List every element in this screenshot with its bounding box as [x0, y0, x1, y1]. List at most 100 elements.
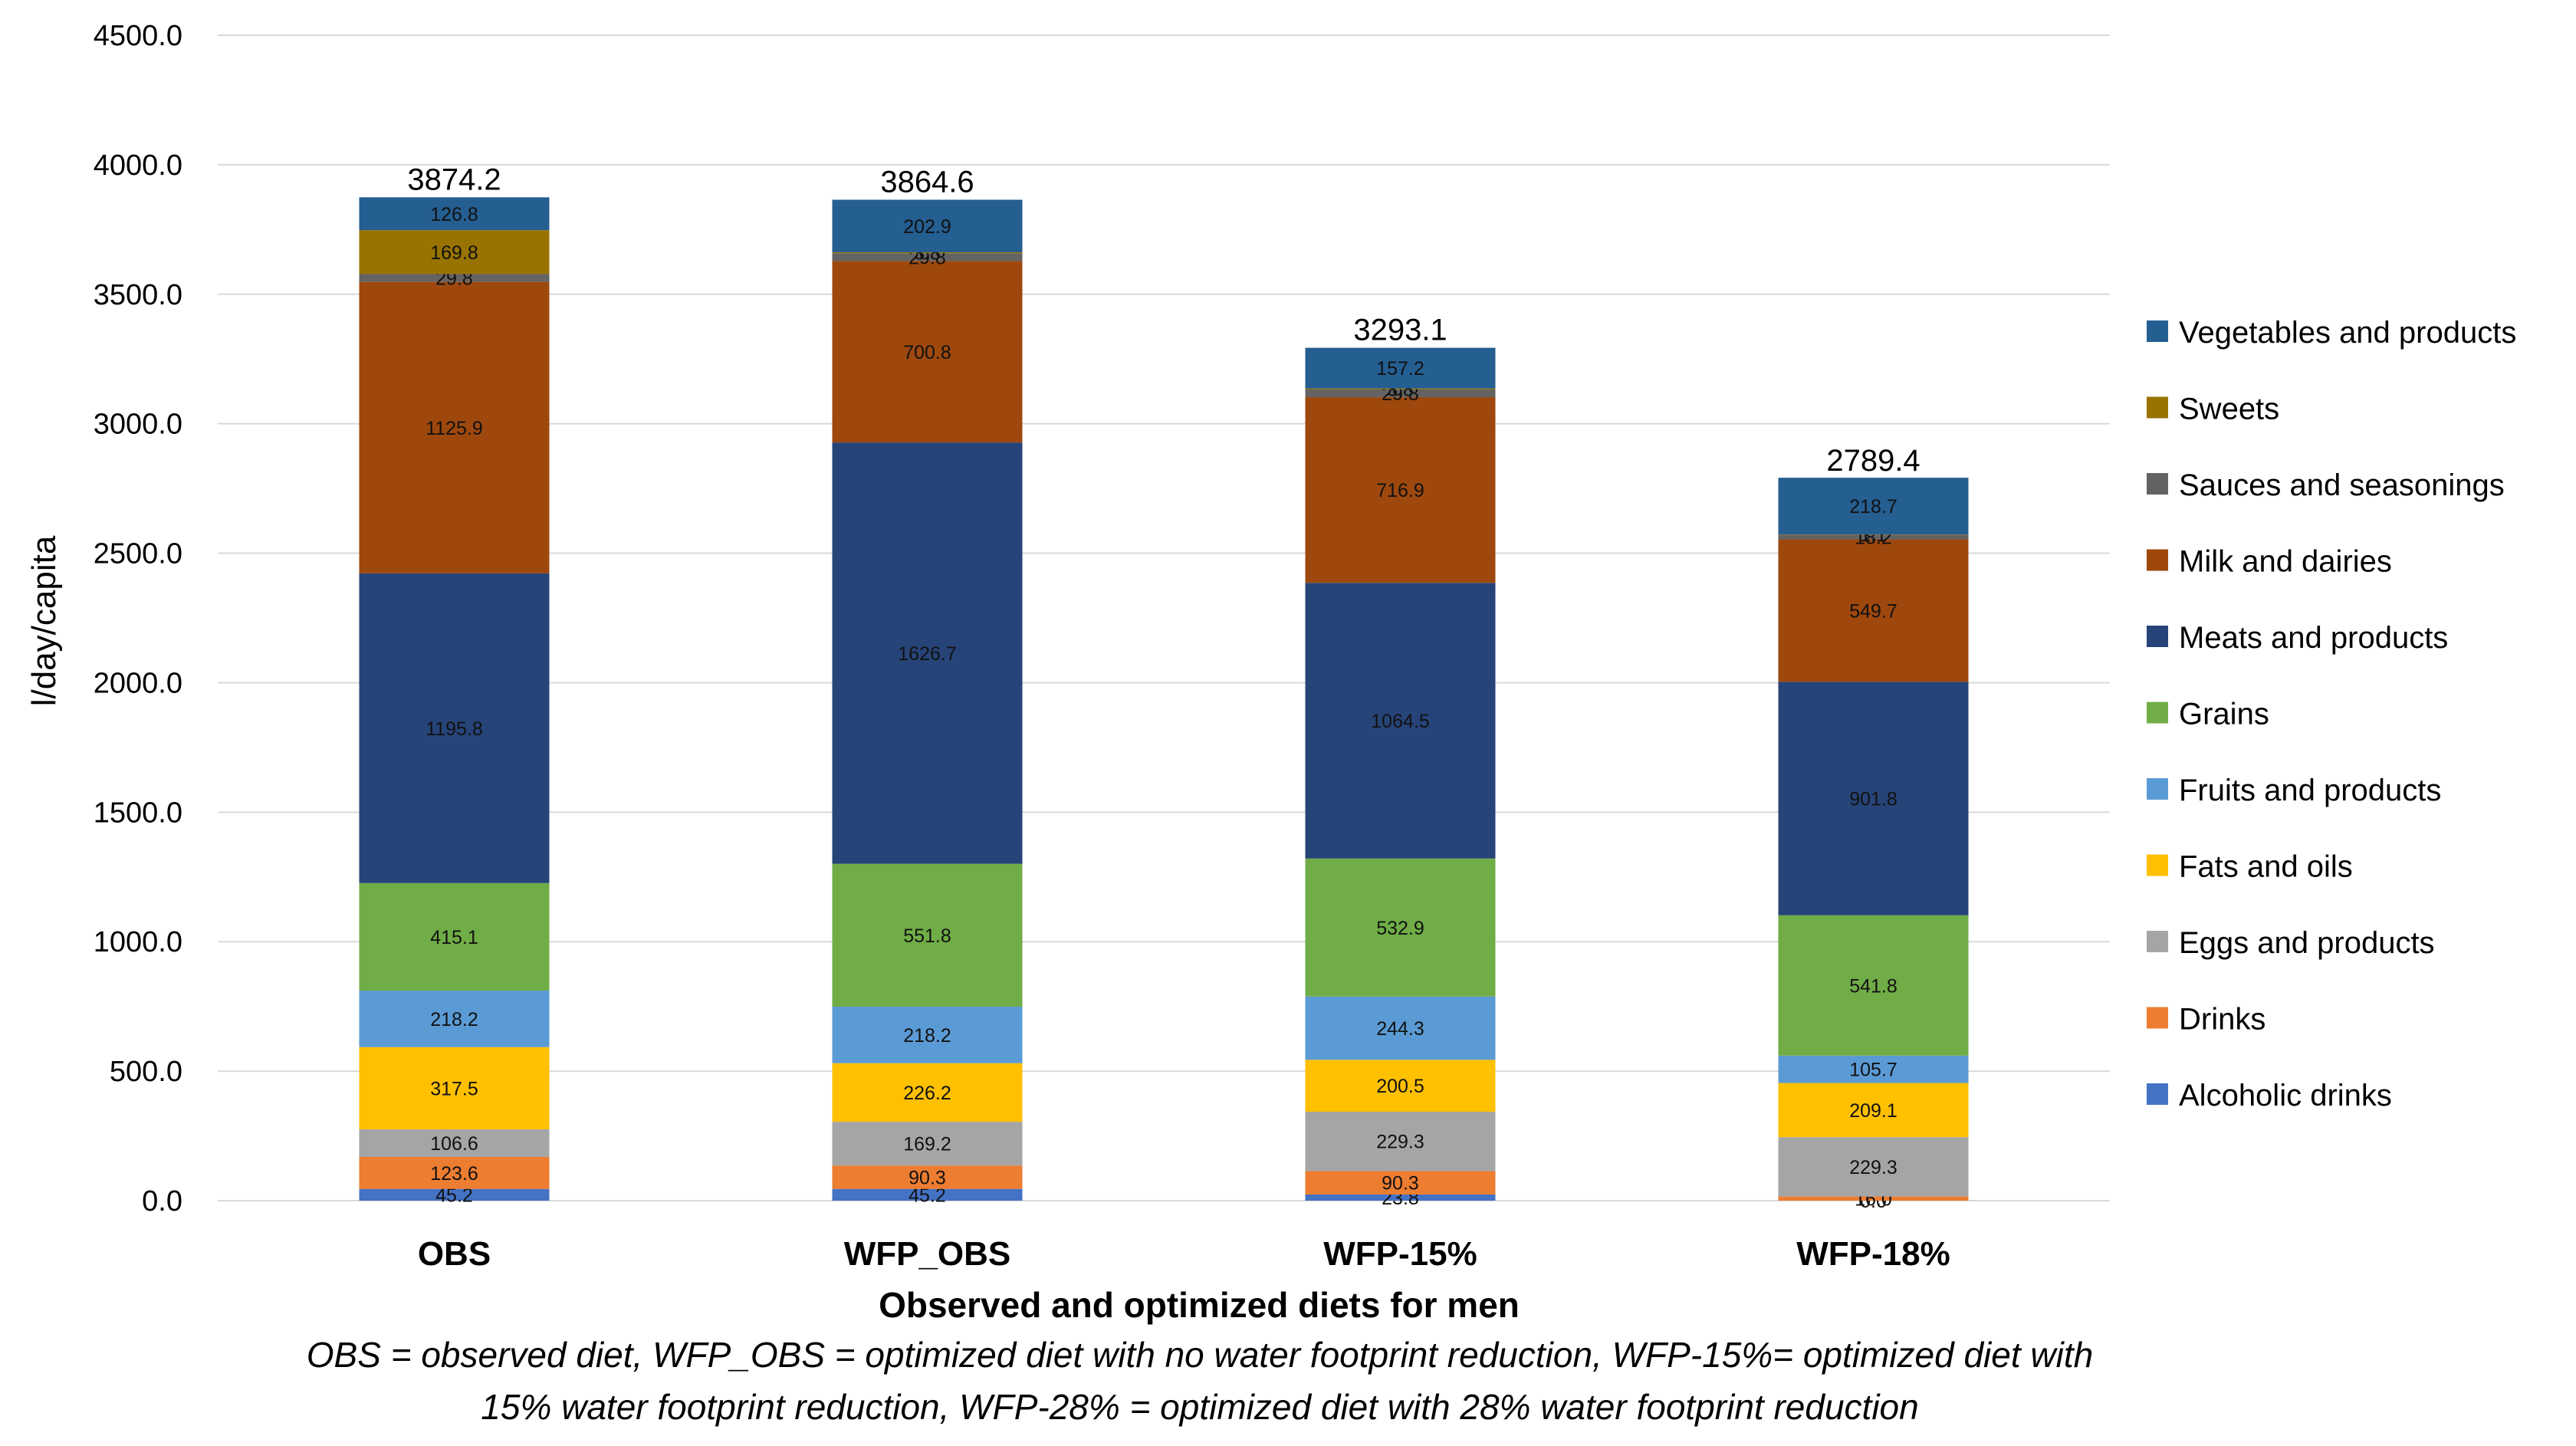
legend-swatch	[2147, 1083, 2168, 1105]
segment-value-label: 1626.7	[898, 643, 956, 665]
bar-segment-fruits-and-products	[1305, 996, 1496, 1060]
segment-value-label: 126.8	[430, 204, 478, 225]
caption-line-2: 15% water footprint reduction, WFP-28% =…	[481, 1387, 1919, 1427]
bar-segment-sweets	[359, 230, 550, 274]
bar-segment-eggs-and-products	[1305, 1112, 1496, 1172]
y-tick-label: 1500.0	[94, 797, 182, 829]
y-tick-label: 0.0	[142, 1185, 182, 1218]
bar-segment-fruits-and-products	[832, 1006, 1023, 1063]
legend-item-sweets: Sweets	[2147, 393, 2279, 426]
x-tick-label: WFP-15%	[1323, 1235, 1477, 1273]
legend-item-meats-and-products: Meats and products	[2147, 621, 2448, 655]
segment-value-label: 106.6	[430, 1133, 478, 1155]
legend-swatch	[2147, 1007, 2168, 1029]
bar-segment-sauces-and-seasonings	[359, 274, 550, 282]
segment-value-label: 549.7	[1849, 600, 1898, 622]
bar-segment-drinks	[359, 1156, 550, 1189]
bar-segment-fruits-and-products	[1778, 1055, 1969, 1083]
bar-segment-grains	[359, 882, 550, 991]
legend: Vegetables and products Sweets Sauces and …	[2147, 316, 2516, 1112]
segment-value-label: 716.9	[1376, 480, 1424, 501]
bar-segment-eggs-and-products	[1778, 1137, 1969, 1197]
segment-value-label: 532.9	[1376, 918, 1424, 939]
segment-value-label: 202.9	[903, 216, 951, 238]
bar-segment-vegetables-and-products	[1778, 478, 1969, 534]
legend-label: Sweets	[2179, 393, 2279, 426]
legend-label: Fruits and products	[2179, 774, 2441, 807]
legend-item-drinks: Drinks	[2147, 1003, 2266, 1037]
segment-value-label: 229.3	[1849, 1157, 1898, 1178]
legend-label: Vegetables and products	[2179, 316, 2516, 350]
bar-segment-vegetables-and-products	[359, 197, 550, 231]
bar-segment-fruits-and-products	[359, 991, 550, 1047]
bar-segment-fats-and-oils	[359, 1047, 550, 1129]
legend-swatch	[2147, 549, 2168, 571]
segment-value-label: 1195.8	[426, 718, 483, 740]
legend-swatch	[2147, 931, 2168, 952]
segment-value-label: 700.8	[903, 342, 951, 363]
bar-segment-milk-and-dairies	[359, 281, 550, 573]
segment-value-label: 218.2	[903, 1025, 951, 1047]
segment-value-label: 415.1	[430, 927, 478, 948]
x-axis-label: Observed and optimized diets for men	[879, 1285, 1520, 1325]
y-tick-label: 3500.0	[94, 279, 182, 311]
bar-segment-vegetables-and-products	[832, 199, 1023, 253]
segment-value-label: 200.5	[1376, 1076, 1424, 1097]
bar-segment-meats-and-products	[1778, 682, 1969, 915]
segment-value-label: 244.3	[1376, 1018, 1424, 1040]
legend-item-alcoholic-drinks: Alcoholic drinks	[2147, 1079, 2392, 1112]
bar-segment-eggs-and-products	[832, 1122, 1023, 1166]
bar-segment-alcoholic-drinks	[832, 1188, 1023, 1201]
segment-value-label: 90.3	[909, 1167, 946, 1188]
legend-item-grains: Grains	[2147, 698, 2269, 731]
bar-segment-sauces-and-seasonings	[1305, 389, 1496, 398]
bar-segment-drinks	[1305, 1171, 1496, 1195]
legend-swatch	[2147, 473, 2168, 495]
legend-item-vegetables-and-products: Vegetables and products	[2147, 316, 2516, 350]
bars: 45.2123.6106.6317.5218.2415.11195.81125.…	[359, 163, 1969, 1212]
bar-stack-wfp-obs: 45.290.3169.2226.2218.2551.81626.7700.82…	[832, 166, 1023, 1206]
y-tick-label: 2500.0	[94, 538, 182, 570]
segment-value-label: 218.2	[430, 1009, 478, 1030]
segment-value-label: 123.6	[430, 1163, 478, 1185]
caption-line-1: OBS = observed diet, WFP_OBS = optimized…	[306, 1335, 2094, 1375]
legend-item-eggs-and-products: Eggs and products	[2147, 926, 2435, 960]
bar-segment-grains	[1778, 915, 1969, 1056]
y-tick-label: 500.0	[110, 1056, 182, 1088]
segment-value-label: 169.8	[430, 242, 478, 264]
segment-value-label: 209.1	[1849, 1100, 1898, 1122]
segment-value-label: 226.2	[903, 1083, 951, 1104]
x-tick-label: OBS	[418, 1235, 491, 1273]
x-axis-ticks: OBS WFP_OBS WFP-15% WFP-18%	[418, 1235, 1950, 1273]
bar-segment-alcoholic-drinks	[1305, 1194, 1496, 1201]
legend-swatch	[2147, 778, 2168, 800]
bar-segment-vegetables-and-products	[1305, 347, 1496, 389]
segment-value-label: 229.3	[1376, 1132, 1424, 1153]
segment-value-label: 1125.9	[426, 418, 483, 439]
segment-value-label: 551.8	[903, 925, 951, 947]
bar-segment-meats-and-products	[359, 573, 550, 883]
bar-segment-drinks	[1778, 1196, 1969, 1201]
legend-label: Eggs and products	[2179, 926, 2435, 960]
y-tick-label: 3000.0	[94, 409, 182, 441]
y-axis-ticks: 0.0 500.0 1000.0 1500.0 2000.0 2500.0 3000.0 35…	[94, 20, 182, 1218]
bar-segment-meats-and-products	[1305, 583, 1496, 859]
bar-segment-fats-and-oils	[1305, 1060, 1496, 1112]
bar-segment-fats-and-oils	[832, 1063, 1023, 1122]
legend-label: Fats and oils	[2179, 850, 2353, 884]
segment-value-label: 218.7	[1849, 496, 1898, 518]
bar-segment-fats-and-oils	[1778, 1083, 1969, 1138]
bar-total-label: 3874.2	[407, 163, 501, 196]
legend-label: Drinks	[2179, 1003, 2266, 1037]
y-tick-label: 1000.0	[94, 926, 182, 958]
bar-segment-milk-and-dairies	[1778, 539, 1969, 682]
y-tick-label: 2000.0	[94, 667, 182, 699]
bar-segment-sauces-and-seasonings	[1778, 534, 1969, 540]
segment-value-label: 157.2	[1376, 358, 1424, 380]
legend-item-fats-and-oils: Fats and oils	[2147, 850, 2353, 884]
segment-value-label: 90.3	[1382, 1173, 1419, 1195]
segment-value-label: 541.8	[1849, 975, 1898, 997]
legend-label: Sauces and seasonings	[2179, 468, 2505, 502]
legend-item-sauces-and-seasonings: Sauces and seasonings	[2147, 468, 2505, 502]
